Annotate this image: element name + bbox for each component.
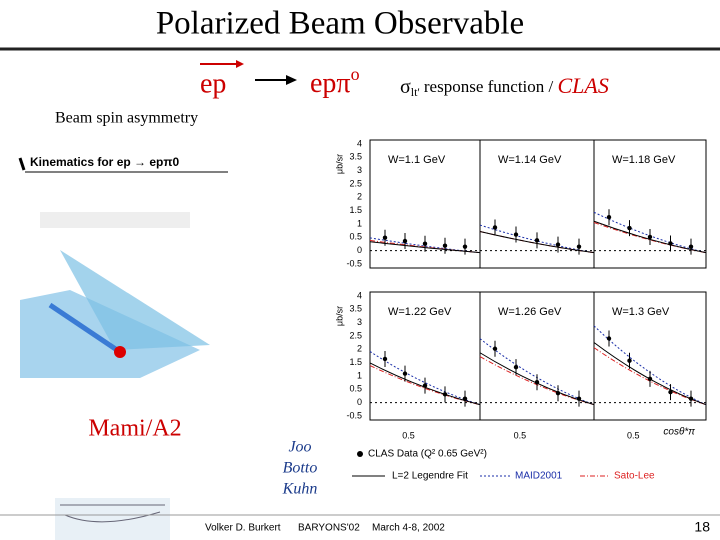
observable: σlt' response function / CLAS	[400, 73, 609, 99]
y-tick-label: 0.5	[349, 384, 362, 394]
reaction-initial: ep	[200, 68, 226, 99]
data-point	[627, 225, 632, 231]
data-point	[402, 371, 408, 376]
data-point	[513, 364, 519, 370]
x-tick-label: 0.5	[514, 430, 527, 440]
data-point	[462, 396, 468, 401]
panel-label: W=1.18 GeV	[612, 154, 676, 166]
triangle	[60, 250, 210, 350]
y-tick-label: 4	[357, 138, 362, 148]
data-point	[688, 244, 694, 249]
y-tick-label: 2	[357, 344, 362, 354]
left-label: Beam spin asymmetry	[55, 110, 198, 127]
data-point	[627, 358, 632, 363]
reaction-arrow-head	[286, 75, 297, 85]
y-tick-label: 1	[357, 370, 362, 380]
inset-title: Kinematics for ep → epπ0	[30, 155, 180, 169]
vector	[48, 302, 122, 355]
panel	[593, 291, 707, 421]
inset-mark	[18, 157, 26, 171]
data-point	[382, 235, 388, 240]
data-point	[422, 241, 428, 246]
panel-label: W=1.14 GeV	[498, 154, 562, 166]
data-point	[668, 241, 673, 246]
y-tick-label: 3.5	[349, 304, 362, 314]
y-axis-label: μb/sr	[334, 306, 344, 326]
y-tick-label: -0.5	[346, 258, 362, 268]
y-tick-label: 1.5	[349, 357, 362, 367]
author: Botto	[283, 460, 318, 477]
thumbnail	[55, 498, 170, 540]
panel-label: W=1.3 GeV	[612, 306, 670, 318]
data-point	[492, 346, 498, 351]
data-point	[688, 396, 694, 401]
data-point	[576, 244, 582, 249]
y-tick-label: 3	[357, 317, 362, 327]
y-tick-label: 2.5	[349, 178, 362, 188]
y-tick-label: 2.5	[349, 330, 362, 340]
page-number: 18	[694, 519, 710, 535]
data-point	[555, 391, 561, 396]
x-tick-label: 0.5	[402, 430, 415, 440]
x-tick-label: 0.5	[627, 430, 640, 440]
author: Joo	[288, 439, 311, 456]
panel-label: W=1.22 GeV	[388, 306, 452, 318]
data-point	[442, 243, 448, 248]
y-tick-label: 1.5	[349, 205, 362, 215]
data-point	[606, 336, 612, 341]
footer-conference: BARYONS'02	[298, 523, 360, 534]
data-point	[382, 356, 388, 362]
panel	[593, 139, 707, 269]
panel-label: W=1.1 GeV	[388, 154, 446, 166]
footer-author: Volker D. Burkert	[205, 523, 281, 534]
data-point	[668, 389, 673, 395]
y-tick-label: 1	[357, 218, 362, 228]
data-point	[555, 242, 561, 247]
vertex	[114, 346, 126, 358]
y-tick-label: 2	[357, 192, 362, 202]
y-tick-label: 4	[357, 290, 362, 300]
legend-entry: MAID2001	[515, 471, 563, 482]
data-point	[606, 215, 612, 220]
y-tick-label: 0	[357, 397, 362, 407]
data-point	[576, 396, 582, 401]
data-point	[422, 383, 428, 388]
data-point	[442, 392, 448, 397]
source: Mami/A2	[88, 416, 181, 442]
data-point	[492, 225, 498, 230]
y-tick-label: 0.5	[349, 232, 362, 242]
title: Polarized Beam Observable	[156, 6, 524, 42]
y-tick-label: -0.5	[346, 410, 362, 420]
y-tick-label: 3	[357, 165, 362, 175]
data-point	[647, 376, 653, 382]
legend-marker	[357, 451, 363, 457]
panel-label: W=1.26 GeV	[498, 306, 562, 318]
sato-lee-curve	[369, 239, 481, 254]
legend-entry: Sato-Lee	[614, 471, 655, 482]
data-point	[647, 234, 653, 240]
overline-arrow-head	[236, 60, 244, 68]
plot: 4 3.5 3 2.5 2 1.5 1 0.5 0 -0.5 μb/sr W=1.1 GeV W=1.1…	[334, 138, 707, 482]
legend-entry: L=2 Legendre Fit	[392, 471, 468, 482]
data-point	[534, 379, 540, 385]
data-point	[513, 232, 519, 237]
author: Kuhn	[282, 481, 318, 498]
x-axis-label: cosθ*π	[663, 427, 695, 438]
reaction-final: epπo	[310, 64, 360, 99]
footer-date: March 4-8, 2002	[372, 523, 445, 534]
data-point	[534, 238, 540, 243]
kinematics-inset: Kinematics for ep → epπ0	[16, 150, 230, 378]
legend-entry: CLAS Data (Q² 0.65 GeV²)	[368, 449, 487, 460]
y-axis-label: μb/sr	[334, 154, 344, 174]
maid-curve	[369, 351, 481, 406]
y-tick-label: 3.5	[349, 152, 362, 162]
data-point	[402, 238, 408, 244]
y-tick-label: 0	[357, 245, 362, 255]
data-point	[462, 244, 468, 249]
formula-strip	[40, 212, 190, 228]
